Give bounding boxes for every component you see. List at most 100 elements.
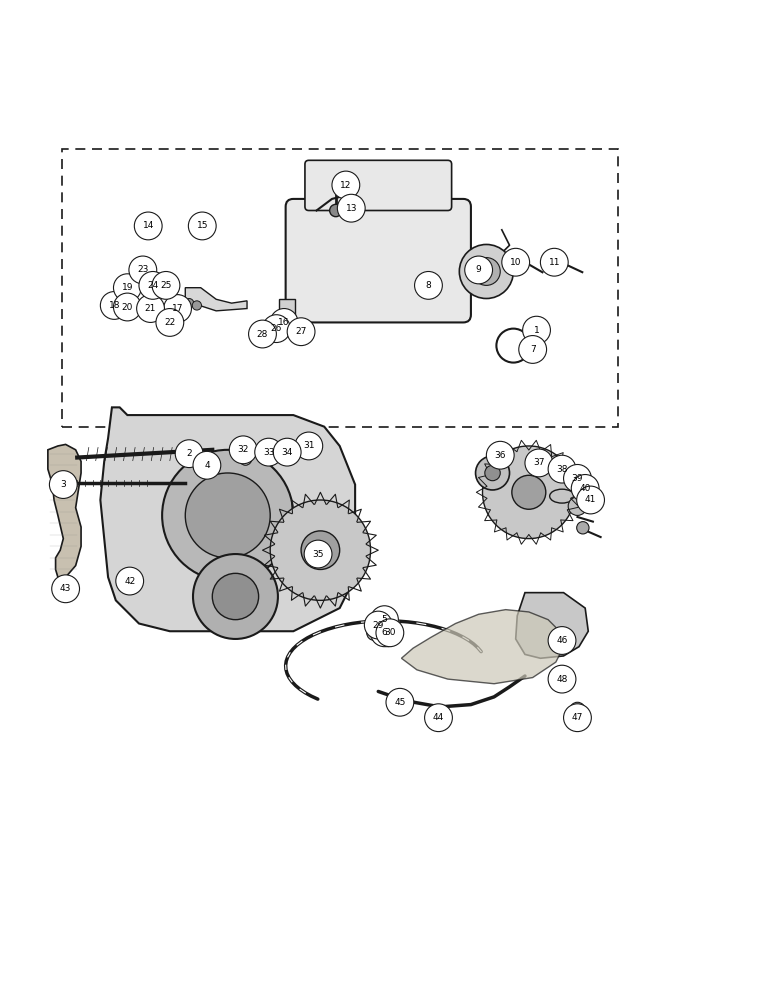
Ellipse shape bbox=[239, 448, 252, 465]
Polygon shape bbox=[516, 593, 588, 658]
Text: 33: 33 bbox=[263, 448, 274, 457]
Circle shape bbox=[129, 256, 157, 284]
Text: 2: 2 bbox=[186, 449, 192, 458]
Text: 39: 39 bbox=[572, 474, 583, 483]
Text: 12: 12 bbox=[340, 181, 351, 190]
Text: 11: 11 bbox=[549, 258, 560, 267]
Circle shape bbox=[301, 531, 340, 569]
Text: 32: 32 bbox=[238, 445, 249, 454]
Text: 13: 13 bbox=[346, 204, 357, 213]
Circle shape bbox=[364, 611, 392, 639]
Circle shape bbox=[367, 625, 382, 641]
Circle shape bbox=[386, 688, 414, 716]
Text: 42: 42 bbox=[124, 577, 135, 586]
Text: 15: 15 bbox=[197, 221, 208, 230]
Text: 35: 35 bbox=[313, 550, 323, 559]
Circle shape bbox=[100, 292, 128, 319]
Circle shape bbox=[472, 257, 482, 268]
Circle shape bbox=[134, 212, 162, 240]
Circle shape bbox=[459, 244, 513, 299]
Circle shape bbox=[192, 301, 201, 310]
Circle shape bbox=[465, 256, 493, 284]
Circle shape bbox=[472, 258, 500, 285]
Circle shape bbox=[212, 573, 259, 620]
Text: 47: 47 bbox=[572, 713, 583, 722]
Text: 34: 34 bbox=[282, 448, 293, 457]
Polygon shape bbox=[100, 407, 355, 631]
Text: 28: 28 bbox=[257, 330, 268, 339]
Circle shape bbox=[175, 440, 203, 468]
Text: 25: 25 bbox=[161, 281, 171, 290]
Circle shape bbox=[485, 465, 500, 481]
Text: 1: 1 bbox=[533, 326, 540, 335]
Circle shape bbox=[371, 619, 398, 647]
Text: 23: 23 bbox=[137, 265, 148, 274]
Text: 18: 18 bbox=[109, 301, 120, 310]
Polygon shape bbox=[48, 444, 81, 577]
Circle shape bbox=[295, 432, 323, 460]
Text: 31: 31 bbox=[303, 441, 314, 450]
Circle shape bbox=[139, 271, 167, 299]
Text: 6: 6 bbox=[381, 628, 388, 637]
Text: 45: 45 bbox=[394, 698, 405, 707]
Circle shape bbox=[255, 438, 283, 466]
Text: 27: 27 bbox=[296, 327, 306, 336]
Circle shape bbox=[185, 299, 194, 308]
Text: 48: 48 bbox=[557, 675, 567, 684]
Circle shape bbox=[162, 450, 293, 581]
Circle shape bbox=[113, 274, 141, 302]
Text: 26: 26 bbox=[271, 324, 282, 333]
Circle shape bbox=[152, 271, 180, 299]
Circle shape bbox=[188, 212, 216, 240]
Circle shape bbox=[137, 295, 164, 322]
Circle shape bbox=[273, 438, 301, 466]
Polygon shape bbox=[185, 288, 247, 311]
Circle shape bbox=[568, 497, 587, 515]
Polygon shape bbox=[401, 610, 564, 684]
Text: 16: 16 bbox=[279, 318, 290, 327]
Ellipse shape bbox=[192, 227, 212, 236]
Circle shape bbox=[330, 204, 342, 217]
Text: 7: 7 bbox=[530, 345, 536, 354]
Circle shape bbox=[304, 540, 332, 568]
Text: 4: 4 bbox=[204, 461, 210, 470]
Circle shape bbox=[287, 318, 315, 346]
Ellipse shape bbox=[259, 447, 273, 464]
Ellipse shape bbox=[550, 489, 574, 503]
Circle shape bbox=[548, 665, 576, 693]
Text: 19: 19 bbox=[122, 283, 133, 292]
Circle shape bbox=[502, 248, 530, 276]
Text: 3: 3 bbox=[60, 480, 66, 489]
Circle shape bbox=[156, 309, 184, 336]
Text: 46: 46 bbox=[557, 636, 567, 645]
Circle shape bbox=[577, 522, 589, 534]
Circle shape bbox=[185, 473, 270, 558]
Circle shape bbox=[425, 704, 452, 732]
Circle shape bbox=[548, 253, 560, 265]
Circle shape bbox=[519, 336, 547, 363]
Circle shape bbox=[525, 449, 553, 477]
Circle shape bbox=[476, 456, 510, 490]
Circle shape bbox=[415, 271, 442, 299]
Circle shape bbox=[371, 606, 398, 634]
Circle shape bbox=[571, 475, 599, 502]
Circle shape bbox=[332, 171, 360, 199]
Circle shape bbox=[164, 295, 191, 322]
Circle shape bbox=[193, 451, 221, 479]
Text: 10: 10 bbox=[510, 258, 521, 267]
Text: 43: 43 bbox=[60, 584, 71, 593]
Circle shape bbox=[486, 441, 514, 469]
Circle shape bbox=[577, 486, 604, 514]
Circle shape bbox=[377, 607, 392, 622]
Text: 41: 41 bbox=[585, 495, 596, 504]
Circle shape bbox=[548, 627, 576, 654]
Text: 8: 8 bbox=[425, 281, 432, 290]
Text: 9: 9 bbox=[476, 265, 482, 274]
Circle shape bbox=[510, 251, 522, 263]
Circle shape bbox=[49, 471, 77, 498]
Circle shape bbox=[554, 666, 570, 681]
Circle shape bbox=[376, 619, 404, 647]
Circle shape bbox=[249, 320, 276, 348]
Circle shape bbox=[482, 446, 575, 539]
FancyBboxPatch shape bbox=[286, 199, 471, 322]
